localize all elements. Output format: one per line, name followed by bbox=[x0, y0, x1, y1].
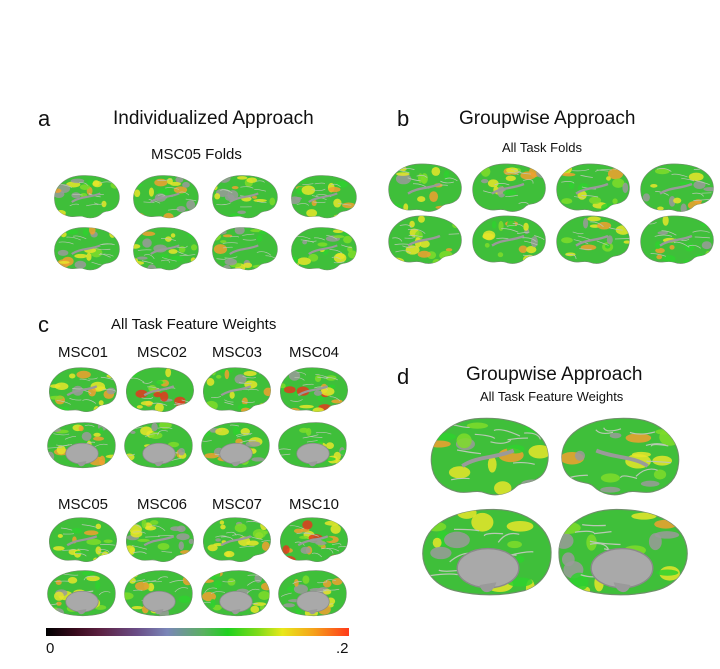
medial-brain-surface bbox=[278, 422, 347, 468]
lateral-brain-surface bbox=[472, 163, 546, 212]
subject-label: MSC01 bbox=[58, 344, 109, 361]
lateral-brain-surface bbox=[640, 215, 714, 264]
subject-label: MSC04 bbox=[289, 344, 340, 361]
colorbar bbox=[46, 628, 349, 636]
lateral-brain-surface bbox=[49, 517, 117, 562]
lateral-brain-surface bbox=[212, 175, 278, 219]
medial-brain-surface bbox=[558, 508, 688, 596]
medial-brain-surface bbox=[47, 422, 116, 468]
subject-label: MSC10 bbox=[289, 496, 340, 513]
medial-brain-surface bbox=[124, 570, 193, 616]
colorbar-min-label: 0 bbox=[46, 640, 55, 657]
lateral-brain-surface bbox=[640, 163, 714, 212]
lateral-brain-surface bbox=[556, 163, 630, 212]
lateral-brain-surface bbox=[556, 215, 630, 264]
subject-label: MSC02 bbox=[137, 344, 188, 361]
medial-brain-surface bbox=[47, 570, 116, 616]
panel-a-subtitle: MSC05 Folds bbox=[151, 146, 242, 163]
lateral-brain-surface bbox=[388, 215, 462, 264]
subject-label: MSC03 bbox=[212, 344, 263, 361]
medial-brain-surface bbox=[124, 422, 193, 468]
lateral-brain-surface bbox=[203, 367, 271, 412]
panel-d-letter: d bbox=[397, 364, 410, 389]
panel-a-title: Individualized Approach bbox=[113, 108, 314, 129]
panel-d-title: Groupwise Approach bbox=[466, 364, 643, 385]
lateral-brain-surface bbox=[54, 227, 120, 271]
medial-brain-surface bbox=[278, 570, 347, 616]
lateral-brain-surface bbox=[291, 175, 357, 219]
lateral-brain-surface bbox=[291, 227, 357, 271]
medial-brain-surface bbox=[422, 508, 552, 596]
lateral-brain-surface bbox=[388, 163, 462, 212]
panel-a-letter: a bbox=[38, 106, 51, 131]
lateral-brain-surface bbox=[54, 175, 120, 219]
lateral-brain-surface bbox=[561, 417, 680, 496]
lateral-brain-surface bbox=[203, 517, 271, 562]
lateral-brain-surface bbox=[133, 227, 199, 271]
panel-b-subtitle: All Task Folds bbox=[502, 140, 582, 155]
lateral-brain-surface bbox=[430, 417, 549, 496]
lateral-brain-surface bbox=[472, 215, 546, 264]
panel-b-title: Groupwise Approach bbox=[459, 108, 636, 129]
subject-label: MSC07 bbox=[212, 496, 263, 513]
lateral-brain-surface bbox=[133, 175, 199, 219]
lateral-brain-surface bbox=[126, 517, 194, 562]
colorbar-max-label: .2 bbox=[336, 640, 349, 657]
lateral-brain-surface bbox=[212, 227, 278, 271]
medial-brain-surface bbox=[201, 570, 270, 616]
panel-b-letter: b bbox=[397, 106, 410, 131]
lateral-brain-surface bbox=[49, 367, 117, 412]
subject-label: MSC06 bbox=[137, 496, 188, 513]
panel-d-subtitle: All Task Feature Weights bbox=[480, 389, 624, 404]
panel-c-title: All Task Feature Weights bbox=[111, 316, 277, 333]
lateral-brain-surface bbox=[280, 517, 348, 562]
subject-label: MSC05 bbox=[58, 496, 109, 513]
lateral-brain-surface bbox=[280, 367, 348, 412]
medial-brain-surface bbox=[201, 422, 270, 468]
lateral-brain-surface bbox=[126, 367, 194, 412]
panel-c-letter: c bbox=[38, 312, 49, 337]
